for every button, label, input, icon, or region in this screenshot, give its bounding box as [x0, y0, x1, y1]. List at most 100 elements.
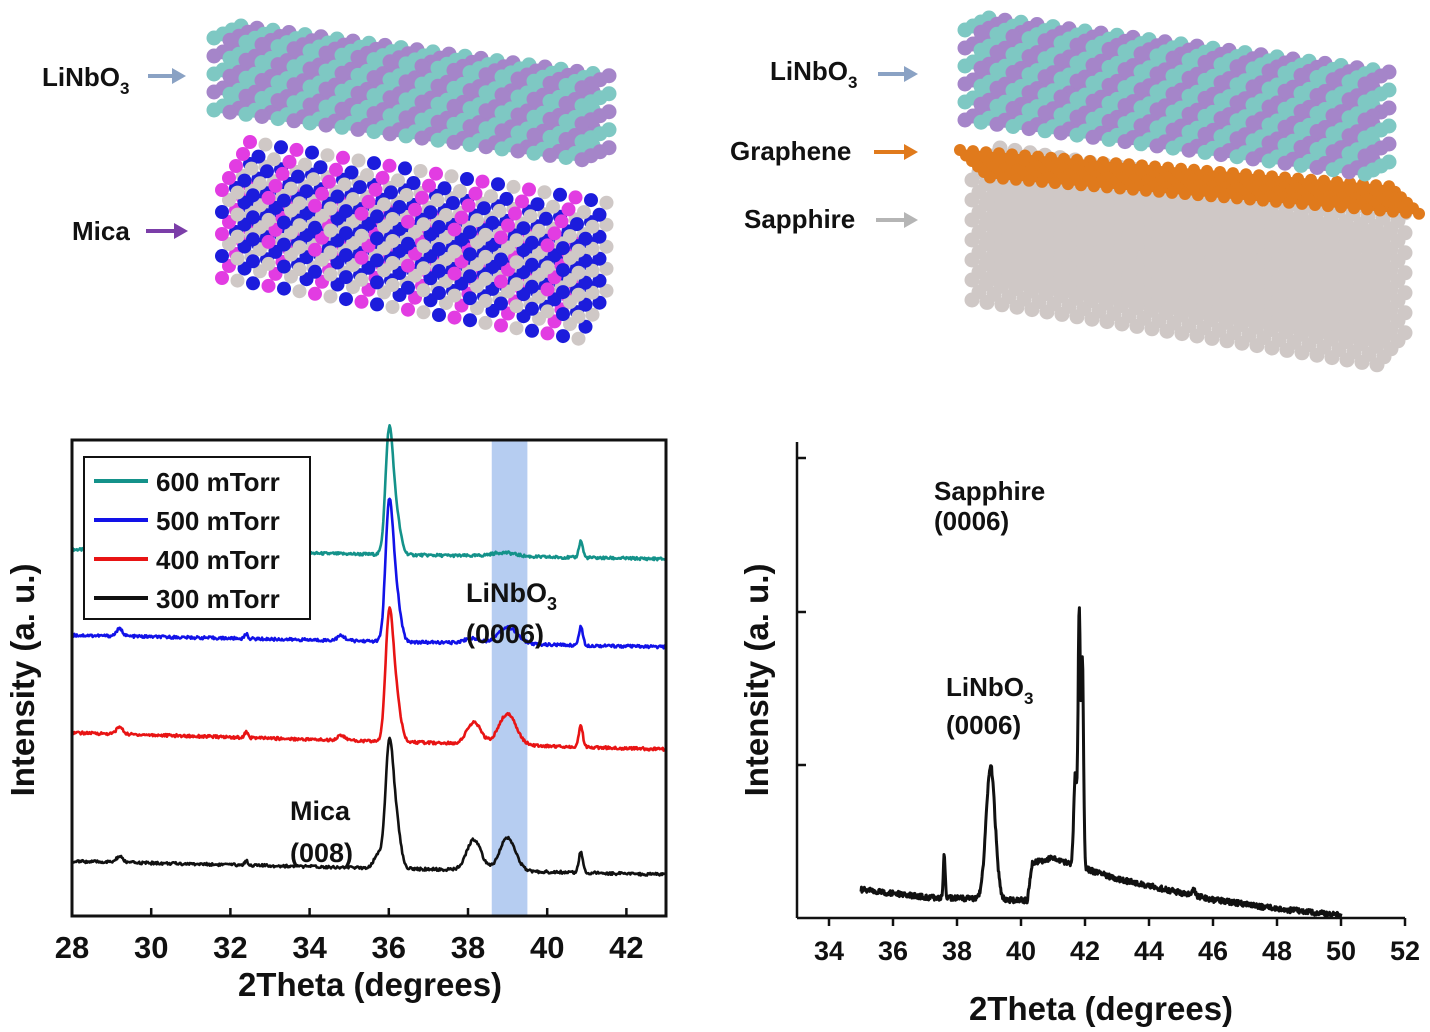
atom: [1039, 244, 1055, 260]
atom: [382, 54, 398, 70]
atom: [318, 117, 334, 133]
atom: [254, 109, 270, 124]
atom: [1279, 222, 1295, 238]
atom: [989, 26, 1005, 42]
atom: [382, 72, 398, 88]
atom: [1339, 252, 1355, 268]
atom: [1369, 277, 1385, 293]
chart1-plot-frame: [70, 438, 668, 918]
atom: [510, 143, 526, 159]
atom: [1009, 299, 1025, 315]
atom: [1099, 254, 1115, 270]
atom: [1197, 126, 1213, 142]
atom: [1084, 211, 1100, 227]
atom: [510, 125, 526, 141]
atom: [1144, 301, 1160, 317]
atom: [1204, 230, 1220, 246]
atom: [1085, 39, 1101, 55]
atom: [339, 248, 353, 263]
xrd-chart-pressure-series: 28 30 32 34 36 38 40 42 600 mTorr 500 mTorr 400…: [4, 424, 668, 1003]
atom: [1264, 320, 1280, 336]
atom: [334, 119, 350, 135]
atom: [1133, 100, 1149, 116]
atom: [994, 257, 1010, 273]
atom: [1277, 83, 1293, 99]
atom: [230, 273, 245, 288]
atom: [1293, 157, 1309, 173]
atom: [1149, 84, 1165, 100]
atom: [308, 220, 322, 235]
atom: [1101, 113, 1117, 129]
atom: [1245, 97, 1261, 113]
atom: [370, 253, 384, 268]
atom: [558, 150, 574, 165]
atom: [1204, 310, 1220, 326]
atom: [526, 73, 542, 89]
atom: [1339, 232, 1355, 248]
atom: [1277, 119, 1293, 135]
atom: [1294, 285, 1310, 301]
atom: [574, 134, 590, 150]
atom: [578, 319, 593, 334]
atom: [1114, 296, 1130, 312]
atom: [401, 280, 415, 295]
atom: [1117, 116, 1133, 132]
atom: [1341, 92, 1357, 108]
atom: [1325, 126, 1341, 142]
atom: [268, 178, 283, 193]
atom: [289, 142, 304, 157]
atom: [454, 210, 469, 225]
atom: [1099, 274, 1115, 290]
atom: [1325, 72, 1341, 88]
atom: [1009, 219, 1025, 235]
atom: [1114, 216, 1130, 232]
atom: [1339, 292, 1355, 308]
atom: [447, 222, 462, 237]
atom: [973, 60, 989, 76]
atom: [430, 60, 446, 76]
atom: [1354, 314, 1370, 330]
atom: [392, 200, 407, 214]
atom: [563, 229, 577, 244]
atom: [530, 197, 545, 212]
legend-label-400: 400 mTorr: [156, 545, 280, 575]
atom: [423, 205, 438, 220]
atom: [1010, 173, 1022, 186]
atom: [462, 119, 478, 135]
atom: [1213, 93, 1229, 109]
chart2-annotation-linbo3: LiNbO3: [946, 672, 1033, 708]
x-tick-label: 50: [1326, 936, 1356, 966]
atom: [1279, 302, 1295, 318]
atom: [1099, 214, 1115, 230]
atom: [494, 141, 510, 157]
atom: [463, 247, 477, 262]
atom: [398, 128, 414, 144]
linbo3-label-right: LiNbO3: [770, 56, 857, 92]
atom: [302, 115, 318, 131]
linbo3-label-left: LiNbO3: [42, 62, 129, 98]
atom: [366, 88, 382, 104]
atom: [1053, 53, 1069, 69]
chart1-annotation-linbo3-plane: (0006): [466, 619, 544, 649]
atom: [494, 105, 510, 121]
atom: [1293, 121, 1309, 137]
x-tick-label: 38: [942, 936, 972, 966]
atom: [1325, 144, 1341, 160]
atom: [322, 174, 336, 189]
atom: [1005, 119, 1021, 134]
atom: [585, 307, 600, 322]
atom: [1264, 280, 1280, 296]
atom: [1341, 74, 1357, 90]
atom: [382, 126, 398, 142]
atom: [1279, 262, 1295, 278]
atom: [1159, 263, 1175, 279]
atom: [350, 121, 366, 137]
atom: [1354, 294, 1370, 310]
atom: [274, 140, 288, 155]
atom: [354, 250, 369, 265]
atom: [1309, 287, 1325, 303]
atom: [525, 279, 539, 294]
atom: [1054, 226, 1070, 242]
chart1-x-label: 2Theta (degrees): [238, 966, 502, 1003]
atom: [1181, 52, 1197, 68]
